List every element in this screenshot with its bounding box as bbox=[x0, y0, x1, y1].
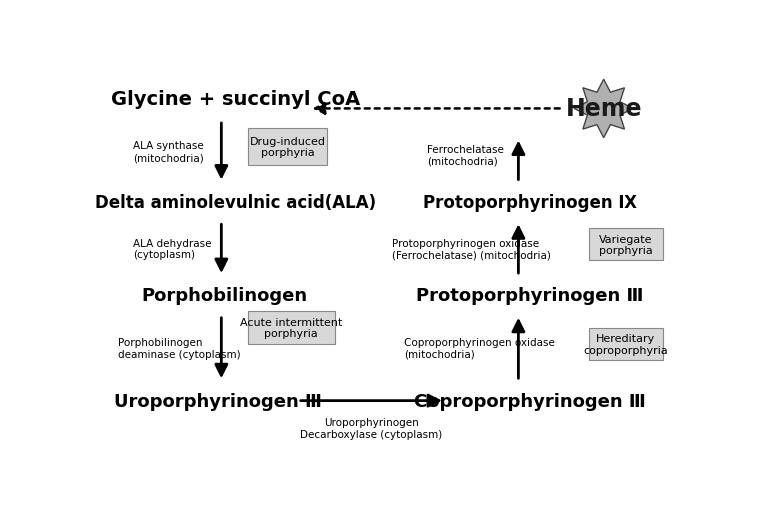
Text: Variegate
porphyria: Variegate porphyria bbox=[599, 234, 653, 256]
Text: Protoporphyrinogen Ⅲ: Protoporphyrinogen Ⅲ bbox=[417, 287, 644, 305]
Text: Heme: Heme bbox=[565, 97, 642, 121]
Text: ALA synthase
(mitochodria): ALA synthase (mitochodria) bbox=[133, 141, 204, 163]
Text: Uroporphyrinogen
Decarboxylase (cytoplasm): Uroporphyrinogen Decarboxylase (cytoplas… bbox=[301, 417, 442, 439]
Text: Uroporphyrinogen Ⅲ: Uroporphyrinogen Ⅲ bbox=[115, 392, 323, 410]
Text: Porphobilinogen
deaminase (cytoplasm): Porphobilinogen deaminase (cytoplasm) bbox=[118, 337, 241, 359]
Text: Protoporphyrinogen oxidase
(Ferrochelatase) (mitochodria): Protoporphyrinogen oxidase (Ferrochelata… bbox=[392, 238, 551, 260]
Text: Coproporphyrinogen Ⅲ: Coproporphyrinogen Ⅲ bbox=[414, 392, 646, 410]
Text: Porphobilinogen: Porphobilinogen bbox=[141, 287, 307, 305]
FancyBboxPatch shape bbox=[247, 312, 335, 344]
FancyBboxPatch shape bbox=[247, 129, 327, 166]
Text: Ferrochelatase
(mitochodria): Ferrochelatase (mitochodria) bbox=[427, 145, 504, 167]
Text: Hereditary
coproporphyria: Hereditary coproporphyria bbox=[584, 333, 668, 355]
Text: Delta aminolevulnic acid(ALA): Delta aminolevulnic acid(ALA) bbox=[96, 193, 376, 212]
Text: Protoporphyrinogen Ⅸ: Protoporphyrinogen Ⅸ bbox=[424, 193, 637, 212]
Polygon shape bbox=[575, 80, 633, 138]
Text: Drug-induced
porphyria: Drug-induced porphyria bbox=[250, 136, 326, 158]
FancyBboxPatch shape bbox=[589, 229, 663, 261]
Text: Glycine + succinyl CoA: Glycine + succinyl CoA bbox=[112, 90, 361, 109]
Text: Acute intermittent
porphyria: Acute intermittent porphyria bbox=[240, 317, 342, 339]
Text: ALA dehydrase
(cytoplasm): ALA dehydrase (cytoplasm) bbox=[133, 238, 212, 260]
Text: Coproporphyrinogen oxidase
(mitochodria): Coproporphyrinogen oxidase (mitochodria) bbox=[404, 337, 555, 359]
FancyBboxPatch shape bbox=[589, 328, 663, 360]
